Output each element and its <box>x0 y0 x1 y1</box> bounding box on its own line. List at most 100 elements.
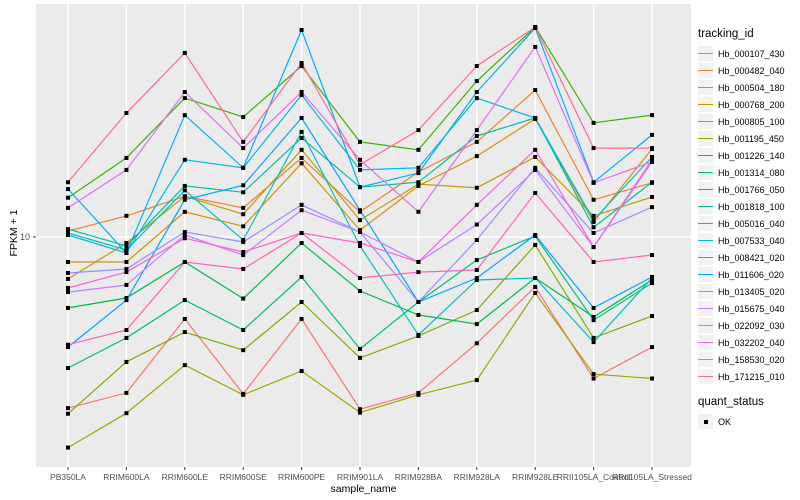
legend-item: Hb_022092_030 <box>698 317 798 334</box>
point-marker <box>182 183 187 188</box>
legend-key-line <box>698 307 713 310</box>
x-tick-label: RRII105LA_Stressed <box>612 472 692 482</box>
point-marker <box>358 407 362 412</box>
point-marker <box>533 290 538 295</box>
point-marker <box>358 162 362 167</box>
point-marker <box>591 318 596 323</box>
point-marker <box>358 208 362 213</box>
legend-title-quant-status: quant_status <box>698 396 764 408</box>
point-marker <box>66 290 70 295</box>
point-marker <box>591 230 596 235</box>
point-marker <box>416 332 421 337</box>
point-marker <box>591 225 596 230</box>
y-axis-title: FPKM + 1 <box>8 209 20 257</box>
legend-item-label: Hb_001766_050 <box>718 184 785 195</box>
point-marker <box>474 278 479 283</box>
point-marker <box>591 372 596 377</box>
point-marker <box>124 270 129 275</box>
point-marker <box>591 259 596 264</box>
x-tick-label: RRIM600SE <box>220 472 268 482</box>
point-marker <box>66 187 70 192</box>
legend-key-line <box>698 375 713 378</box>
point-marker <box>182 113 187 118</box>
point-marker <box>474 64 479 69</box>
legend-item: Hb_000107_430 <box>698 45 798 62</box>
legend-key-line <box>698 154 713 157</box>
point-marker <box>299 129 304 134</box>
legend-item: Hb_008421_020 <box>698 249 798 266</box>
legend-key-box <box>698 233 713 248</box>
point-marker <box>182 157 187 162</box>
legend-key-line <box>698 324 713 327</box>
point-marker <box>299 274 304 279</box>
legend-item: Hb_013405_020 <box>698 283 798 300</box>
point-marker <box>650 345 654 350</box>
legend-item: Hb_015675_040 <box>698 300 798 317</box>
legend-item-label: Hb_005016_040 <box>718 218 785 229</box>
x-tick-label: RRIM928BA <box>395 472 443 482</box>
legend-item: Hb_007533_040 <box>698 232 798 249</box>
point-marker <box>182 96 187 101</box>
point-marker <box>358 276 362 281</box>
point-marker <box>66 180 70 185</box>
point-marker <box>650 278 654 283</box>
legend-key-line <box>698 120 713 123</box>
point-marker <box>533 276 538 281</box>
legend-key-box <box>698 165 713 180</box>
legend-item: Hb_001195_450 <box>698 130 798 147</box>
point-marker <box>241 139 246 144</box>
point-marker <box>533 154 538 159</box>
point-marker <box>124 259 129 264</box>
point-marker <box>241 183 246 188</box>
legend-key-box <box>698 148 713 163</box>
legend-item: Hb_032202_040 <box>698 334 798 351</box>
point-marker <box>66 366 70 371</box>
point-marker <box>533 284 538 289</box>
point-marker <box>124 282 129 287</box>
legend-key-box <box>698 97 713 112</box>
point-marker <box>591 120 596 125</box>
point-marker <box>124 296 129 301</box>
point-marker <box>241 296 246 301</box>
point-marker <box>591 146 596 151</box>
point-marker <box>474 258 479 263</box>
point-marker <box>533 167 538 172</box>
legend-item-label: OK <box>718 416 732 427</box>
point-marker <box>66 195 70 200</box>
point-marker <box>241 240 246 245</box>
point-marker <box>474 128 479 133</box>
point-marker <box>650 314 654 319</box>
point-marker <box>474 267 479 272</box>
point-marker <box>650 253 654 258</box>
point-marker <box>591 305 596 310</box>
legend-item: Hb_005016_040 <box>698 215 798 232</box>
point-marker <box>416 165 421 170</box>
point-marker <box>66 205 70 210</box>
point-marker <box>124 266 129 271</box>
legend-key-box <box>698 318 713 333</box>
square-marker-icon <box>703 419 708 424</box>
point-marker <box>533 44 538 49</box>
point-marker <box>650 194 654 199</box>
point-marker <box>591 213 596 218</box>
point-marker <box>182 90 187 95</box>
point-marker <box>182 259 187 264</box>
legend-key-line <box>698 358 713 361</box>
legend-key-box <box>698 199 713 214</box>
legend-key-box <box>698 182 713 197</box>
legend-key-line <box>698 205 713 208</box>
point-marker <box>358 346 362 351</box>
point-marker <box>241 253 246 258</box>
point-marker <box>358 243 362 248</box>
point-marker <box>241 224 246 229</box>
legend-item: Hb_001226_140 <box>698 147 798 164</box>
point-marker <box>474 238 479 243</box>
point-marker <box>66 270 70 275</box>
point-marker <box>182 232 187 237</box>
point-marker <box>474 96 479 101</box>
point-marker <box>358 185 362 190</box>
point-marker <box>474 222 479 227</box>
legend-item: Hb_158530_020 <box>698 351 798 368</box>
legend-key-box <box>698 335 713 350</box>
legend-key-box <box>698 284 713 299</box>
